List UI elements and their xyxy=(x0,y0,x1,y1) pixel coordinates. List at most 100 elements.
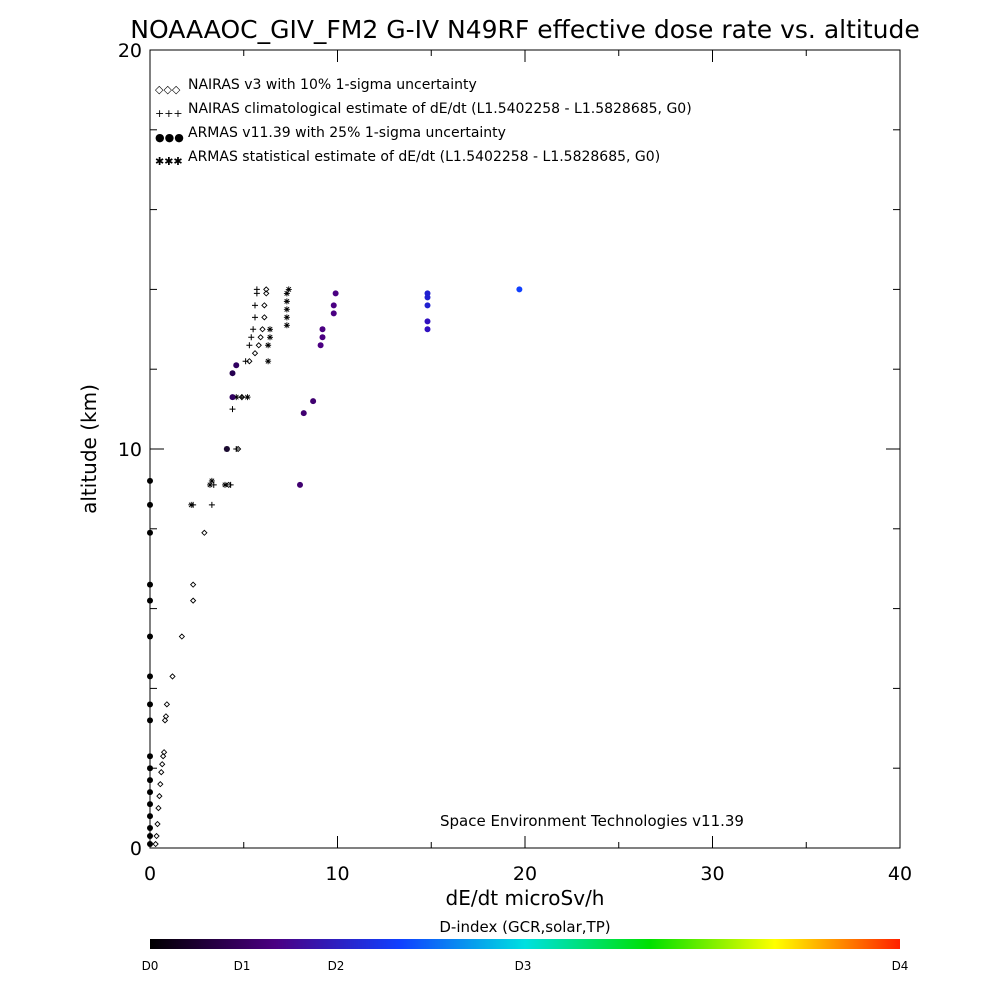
plus-point xyxy=(233,446,240,452)
asterisk-point xyxy=(283,290,290,297)
y-axis-ticks xyxy=(150,49,900,849)
footer-credit: Space Environment Technologies v11.39 xyxy=(440,812,744,830)
diamond-point xyxy=(152,840,159,848)
dose-dot xyxy=(319,334,326,341)
asterisk-point xyxy=(188,501,195,508)
diamond-point xyxy=(160,749,168,756)
x-tick-label: 10 xyxy=(325,863,349,885)
dose-dot xyxy=(229,394,236,401)
diamond-point xyxy=(261,314,268,321)
asterisk-point xyxy=(283,298,290,305)
dose-dot xyxy=(229,370,236,377)
dose-dot xyxy=(147,529,153,536)
asterisk-point xyxy=(208,477,215,484)
asterisk-point xyxy=(283,306,290,313)
dose-dot xyxy=(147,813,153,820)
plus-point xyxy=(227,481,234,488)
plus-point xyxy=(246,342,253,349)
diamond-point xyxy=(157,781,164,788)
dose-dot xyxy=(147,701,153,708)
dose-dot xyxy=(310,398,317,405)
dose-dot xyxy=(147,841,153,848)
diamond-point xyxy=(155,804,162,812)
diamond-point xyxy=(257,334,264,341)
diamond-point xyxy=(156,792,163,800)
data-points xyxy=(147,286,523,848)
legend-label: ARMAS v11.39 with 25% 1-sigma uncertaint… xyxy=(188,125,506,141)
dose-dot xyxy=(147,633,153,640)
dose-dot xyxy=(297,481,303,488)
dose-dot xyxy=(147,833,153,840)
plus-point xyxy=(252,302,258,309)
dose-dot xyxy=(147,673,153,680)
dose-dot xyxy=(300,410,307,417)
dose-dot xyxy=(233,362,240,369)
dose-dot xyxy=(223,446,230,452)
dose-dot xyxy=(147,825,153,832)
asterisk-point xyxy=(267,334,273,341)
colorbar-labels: D0 D1 D2 D3 D4 xyxy=(142,959,909,973)
diamond-point xyxy=(263,290,270,297)
colorbar-label: D1 xyxy=(234,959,251,973)
asterisk-point xyxy=(283,322,290,329)
asterisk-point xyxy=(207,481,213,488)
colorbar-label: D4 xyxy=(892,959,909,973)
y-axis-label: altitude (km) xyxy=(77,384,101,514)
asterisk-point xyxy=(265,342,272,349)
plus-point xyxy=(248,334,255,341)
dose-dot xyxy=(424,326,431,333)
diamond-point xyxy=(159,761,166,768)
chart-title: NOAAAOC_GIV_FM2 G-IV N49RF effective dos… xyxy=(130,15,919,44)
legend-symbol: ◇◇◇ xyxy=(155,83,181,96)
plus-point xyxy=(253,286,260,293)
asterisk-point xyxy=(265,358,272,365)
dose-dot xyxy=(147,581,153,588)
x-tick-label: 40 xyxy=(888,863,912,885)
diamond-point xyxy=(161,717,169,724)
dose-dot xyxy=(147,597,153,604)
diamond-point xyxy=(153,832,160,840)
diamond-point xyxy=(255,342,262,349)
diamond-point xyxy=(246,358,253,365)
y-tick-label: 10 xyxy=(118,439,142,461)
legend-label: NAIRAS climatological estimate of dE/dt … xyxy=(188,101,692,117)
plot-frame xyxy=(149,49,901,849)
diamond-point xyxy=(159,753,167,760)
legend-symbol: ●●● xyxy=(155,131,184,144)
colorbar-label: D3 xyxy=(515,959,532,973)
dose-dot xyxy=(424,318,431,325)
dose-dot xyxy=(330,302,337,309)
x-tick-label: 20 xyxy=(513,863,537,885)
plus-point xyxy=(208,501,215,508)
dose-dot xyxy=(319,326,326,333)
colorbar-title: D-index (GCR,solar,TP) xyxy=(439,918,610,936)
dose-dot xyxy=(147,477,153,484)
diamond-point xyxy=(251,350,259,357)
plus-point xyxy=(229,406,236,413)
plus-point xyxy=(250,326,257,333)
asterisk-point xyxy=(285,286,292,293)
asterisk-point xyxy=(222,481,228,488)
diamond-point xyxy=(261,302,268,309)
legend-label: ARMAS statistical estimate of dE/dt (L1.… xyxy=(188,149,660,165)
diamond-point xyxy=(158,769,165,776)
dose-dot xyxy=(330,310,337,317)
dose-dot xyxy=(147,765,153,772)
plus-point xyxy=(238,394,245,401)
dose-dot xyxy=(147,717,153,724)
dose-dot xyxy=(516,286,523,293)
dose-dot xyxy=(424,302,431,309)
diamond-point xyxy=(154,820,161,828)
legend-label: NAIRAS v3 with 10% 1-sigma uncertainty xyxy=(188,77,477,93)
dose-dot xyxy=(332,290,339,297)
asterisk-point xyxy=(267,326,273,333)
y-tick-label: 20 xyxy=(118,40,142,62)
y-axis-tick-labels: 0 10 20 xyxy=(118,40,142,860)
asterisk-point xyxy=(283,314,290,321)
plus-point xyxy=(242,358,249,365)
x-axis-label: dE/dt microSv/h xyxy=(446,886,605,910)
x-tick-label: 0 xyxy=(144,863,156,885)
diamond-point xyxy=(178,633,186,640)
dose-dot xyxy=(147,789,153,796)
